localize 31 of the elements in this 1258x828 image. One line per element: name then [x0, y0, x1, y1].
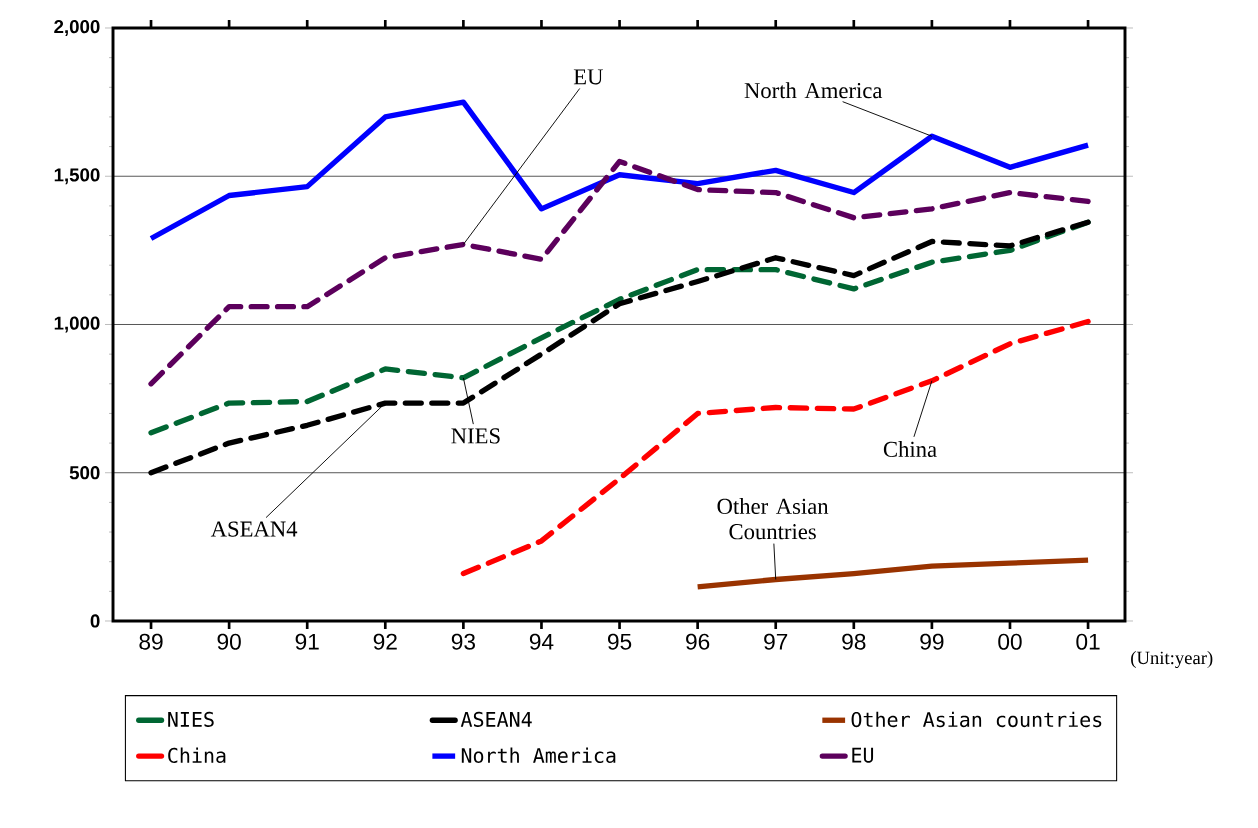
x-tick-label: 92 [373, 633, 397, 650]
annotation: ASEAN4 [210, 521, 298, 537]
x-tick-label: 98 [842, 633, 866, 650]
annotation: NIES [451, 428, 500, 444]
y-tick-label: 500 [69, 466, 100, 480]
x-tick-label: 97 [764, 633, 788, 650]
x-tick-label: 91 [295, 633, 319, 650]
legend-label: NIES [168, 711, 214, 727]
legend-label: North America [461, 747, 616, 763]
annotation: China [883, 441, 937, 458]
y-tick-label: 1,000 [54, 316, 100, 333]
legend-label: China [168, 747, 226, 763]
x-tick-label: 90 [217, 633, 241, 650]
annotation: EU [573, 69, 603, 85]
annotation: North America [744, 82, 883, 99]
annotation: Other Asian Countries [717, 498, 829, 540]
x-tick-label: 94 [529, 633, 554, 650]
x-tick-label: 99 [920, 633, 944, 650]
y-tick-label: 1,500 [54, 168, 100, 185]
text: (Unit:year) [1131, 651, 1213, 669]
x-tick-label: 89 [139, 633, 163, 650]
legend-label: EU [852, 747, 874, 763]
y-tick-label: 0 [90, 614, 100, 628]
x-tick-label: 96 [686, 633, 710, 650]
x-tick-label: 00 [998, 633, 1022, 650]
legend-label: ASEAN4 [460, 711, 532, 727]
legend-label: Other Asian countries [851, 711, 1102, 728]
y-tick-label: 2,000 [54, 20, 100, 36]
x-tick-label: 01 [1076, 633, 1100, 650]
x-tick-label: 93 [451, 633, 475, 650]
x-tick-label: 95 [608, 633, 632, 650]
